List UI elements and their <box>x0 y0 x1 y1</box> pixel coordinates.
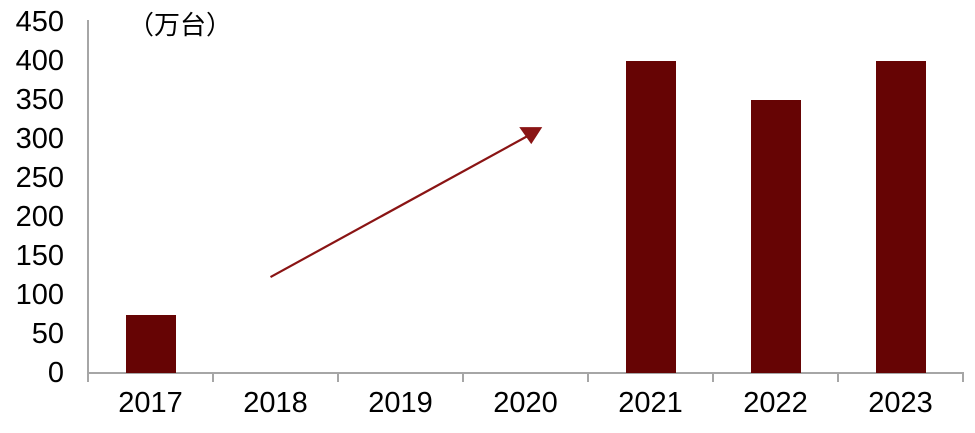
x-tick-label-2018: 2018 <box>243 387 308 419</box>
x-tick-label-2023: 2023 <box>868 387 933 419</box>
y-tick-label: 0 <box>47 357 64 389</box>
trend-arrow-line <box>269 134 530 279</box>
trend-arrow-head <box>519 127 543 145</box>
bar-2021 <box>625 61 676 373</box>
x-axis-tick <box>587 373 589 382</box>
x-axis-tick <box>337 373 339 382</box>
x-axis-tick <box>837 373 839 382</box>
x-axis-tick <box>462 373 464 382</box>
y-tick-label: 250 <box>15 162 64 194</box>
y-tick-label: 450 <box>15 6 64 38</box>
x-tick-label-2020: 2020 <box>493 387 558 419</box>
x-tick-label-2019: 2019 <box>368 387 433 419</box>
x-tick-label-2022: 2022 <box>743 387 808 419</box>
x-axis-tick <box>712 373 714 382</box>
y-tick-label: 100 <box>15 279 64 311</box>
bar-2022 <box>750 100 801 373</box>
y-tick-label: 300 <box>15 123 64 155</box>
x-axis-tick <box>212 373 214 382</box>
x-tick-label-2017: 2017 <box>118 387 183 419</box>
x-axis-tick <box>87 373 89 382</box>
y-tick-label: 350 <box>15 84 64 116</box>
x-tick-label-2021: 2021 <box>618 387 683 419</box>
bar-2017 <box>125 314 176 373</box>
y-tick-label: 150 <box>15 240 64 272</box>
y-axis-unit-label: （万台） <box>128 10 233 40</box>
x-axis-line <box>87 372 964 374</box>
y-axis-line <box>87 20 89 374</box>
bar-2023 <box>875 61 926 373</box>
y-tick-label: 400 <box>15 45 64 77</box>
y-tick-label: 200 <box>15 201 64 233</box>
x-axis-tick <box>962 373 964 382</box>
y-tick-label: 50 <box>31 318 64 350</box>
